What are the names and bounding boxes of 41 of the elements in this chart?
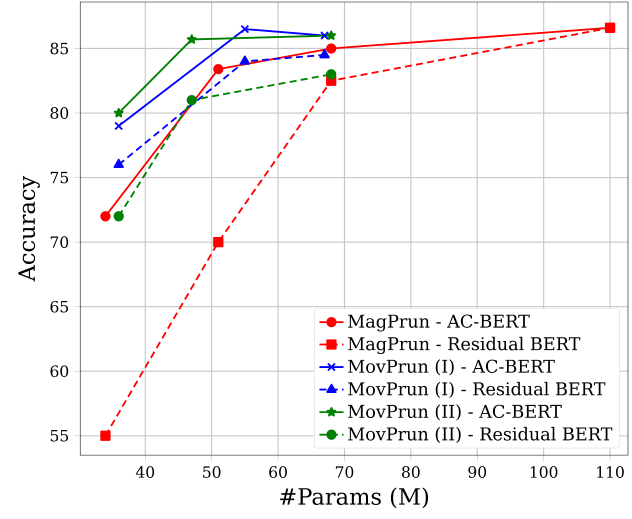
point (240, 24, 250, 34)
y-tick-label: 55 (50, 430, 68, 442)
point (114, 121, 124, 130)
legend-label: MagPrun - Residual BERT (348, 336, 580, 354)
legend-label: MovPrun (II) - Residual BERT (348, 426, 612, 443)
point (186, 34, 197, 44)
point (213, 236, 224, 248)
point (326, 30, 336, 40)
y-tick-label: 80 (50, 107, 68, 119)
point (326, 43, 336, 54)
point (319, 48, 330, 58)
x-tick-label: 100 (530, 466, 558, 478)
y-tick-label: 75 (50, 172, 68, 184)
x-tick-label: 50 (203, 466, 220, 478)
legend-label: MovPrun (I) - AC-BERT (348, 359, 555, 376)
point (213, 64, 224, 74)
point (326, 69, 336, 80)
y-tick-label: 60 (50, 365, 68, 377)
legend-label: MagPrun - AC-BERT (348, 314, 530, 332)
point (100, 211, 111, 222)
point (320, 31, 329, 40)
x-tick-label: 90 (468, 466, 486, 478)
x-tick-label: 110 (597, 466, 624, 478)
x-tick-label: 80 (402, 466, 420, 478)
y-axis-title: Accuracy (18, 176, 40, 282)
legend-label: MovPrun (II) - AC-BERT (348, 404, 562, 420)
legend-label: MovPrun (I) - Residual BERT (348, 382, 606, 398)
y-tick-label: 85 (50, 42, 68, 54)
x-tick-label: 70 (336, 466, 354, 478)
x-tick-label: 60 (269, 466, 287, 478)
point (114, 158, 124, 168)
point (114, 211, 124, 222)
y-tick-label: 70 (50, 236, 68, 248)
point (114, 108, 124, 118)
point (100, 430, 111, 441)
x-tick-label: 40 (136, 466, 154, 478)
y-tick-label: 65 (50, 300, 68, 312)
point (240, 55, 250, 65)
point (186, 94, 197, 106)
x-axis-title: #Params (M) (280, 487, 428, 508)
point (604, 22, 616, 33)
